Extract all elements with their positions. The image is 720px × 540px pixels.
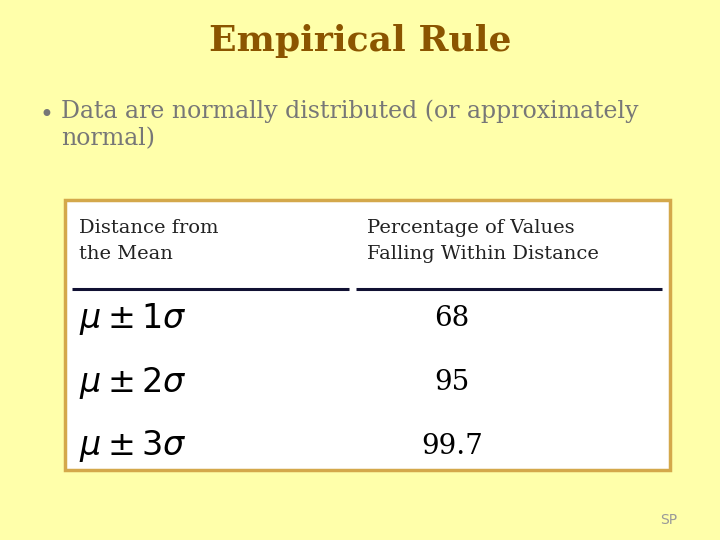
Text: SP: SP [660, 512, 677, 526]
Text: •: • [40, 103, 53, 126]
Text: Percentage of Values: Percentage of Values [367, 219, 575, 237]
Text: Empirical Rule: Empirical Rule [209, 24, 511, 58]
Text: the Mean: the Mean [79, 245, 173, 262]
Text: $\mu \pm 1\sigma$: $\mu \pm 1\sigma$ [79, 301, 187, 337]
Text: Falling Within Distance: Falling Within Distance [367, 245, 599, 262]
Text: $\mu \pm 2\sigma$: $\mu \pm 2\sigma$ [79, 364, 187, 401]
Text: 68: 68 [434, 305, 469, 332]
Text: Distance from: Distance from [79, 219, 219, 237]
Text: 99.7: 99.7 [421, 433, 483, 460]
Text: $\mu \pm 3\sigma$: $\mu \pm 3\sigma$ [79, 428, 187, 464]
FancyBboxPatch shape [65, 200, 670, 470]
Text: 95: 95 [434, 369, 469, 396]
Text: normal): normal) [61, 127, 156, 150]
Text: Data are normally distributed (or approximately: Data are normally distributed (or approx… [61, 100, 639, 124]
